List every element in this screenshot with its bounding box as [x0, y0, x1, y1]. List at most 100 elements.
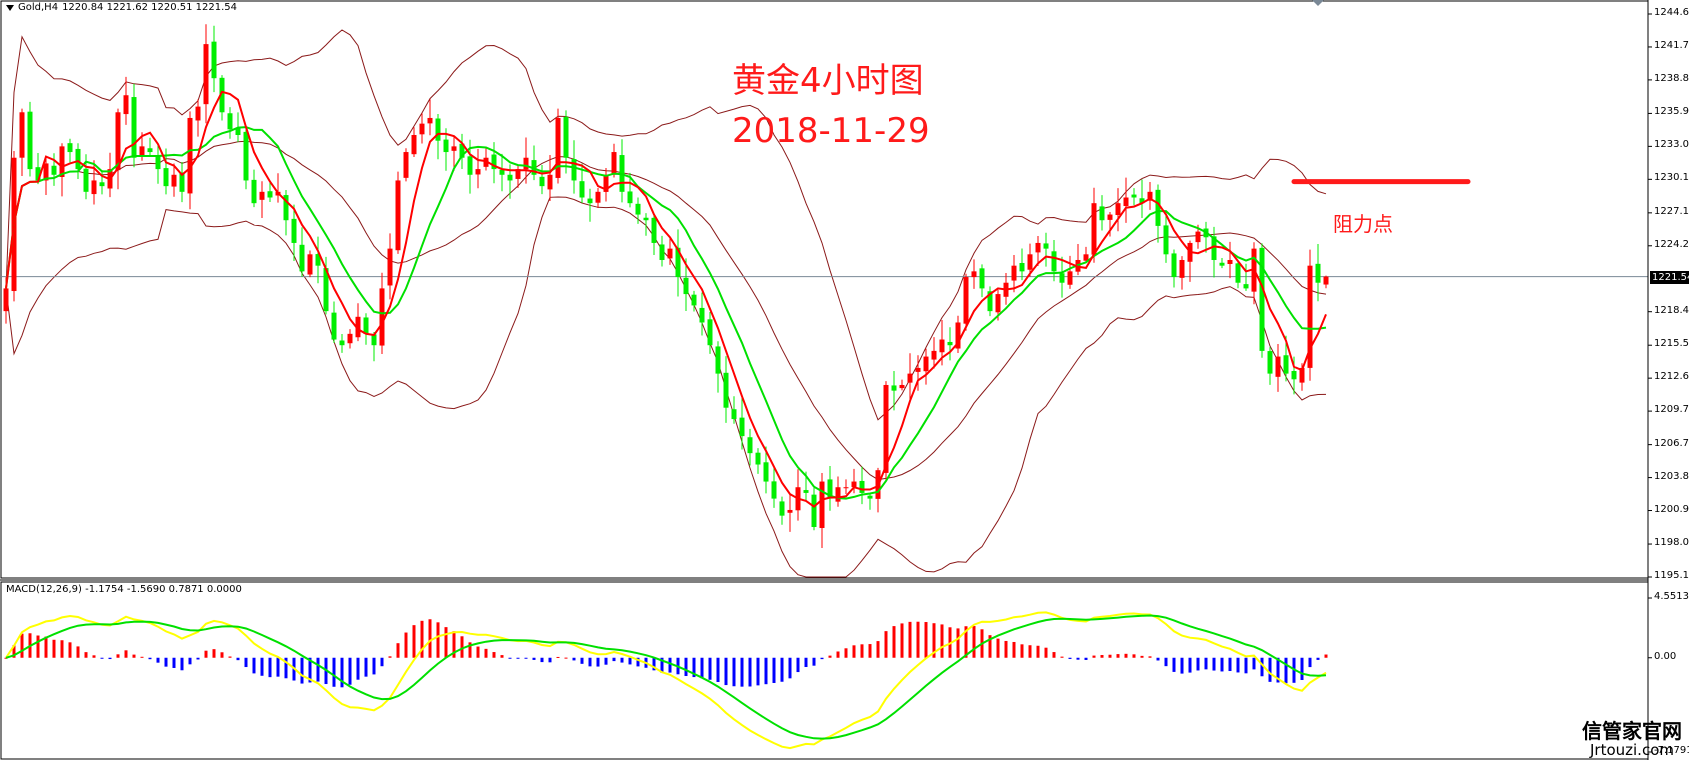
macd-histogram-bar — [124, 650, 128, 658]
candle — [987, 291, 993, 312]
candle — [1235, 263, 1241, 283]
candle — [155, 155, 161, 170]
watermark: 信管家官网 Jrtouzi.com — [1582, 720, 1682, 758]
candle — [259, 191, 265, 200]
candle — [1123, 197, 1129, 207]
candle — [819, 481, 825, 529]
macd-histogram-bar — [1020, 644, 1024, 658]
macd-histogram-bar — [212, 649, 216, 658]
macd-histogram-bar — [20, 633, 24, 658]
macd-histogram-bar — [460, 636, 464, 658]
candle — [1131, 194, 1137, 198]
macd-histogram-bar — [1124, 653, 1128, 658]
ma-slow-line — [5, 126, 1327, 500]
macd-histogram-bar — [788, 657, 792, 679]
candle — [707, 319, 713, 346]
macd-histogram-bar — [500, 655, 504, 658]
macd-histogram-bar — [580, 657, 584, 664]
macd-histogram-bar — [164, 657, 168, 667]
candle — [1307, 265, 1313, 368]
macd-histogram-bar — [1084, 657, 1088, 660]
ma-fast-line — [5, 90, 1327, 508]
candle — [867, 495, 873, 499]
candle — [131, 97, 137, 158]
macd-histogram-bar — [780, 657, 784, 682]
candle — [27, 111, 33, 170]
price-tick-label: 1206.75 — [1654, 437, 1689, 449]
candle — [411, 135, 417, 155]
candle — [907, 373, 913, 383]
macd-histogram-bar — [612, 657, 616, 662]
macd-histogram-bar — [284, 657, 288, 679]
candle — [659, 244, 665, 260]
candle — [163, 168, 169, 187]
candle — [811, 494, 817, 528]
candle — [611, 152, 617, 175]
macd-histogram-bar — [1156, 657, 1160, 661]
macd-histogram-bar — [524, 657, 528, 659]
macd-tick-label: -7.1791 — [1654, 745, 1689, 756]
candle — [123, 95, 129, 115]
candle — [627, 191, 633, 204]
macd-histogram-bar — [1316, 657, 1320, 660]
candle — [43, 163, 49, 181]
candle — [507, 174, 513, 181]
dropdown-arrow-icon[interactable] — [6, 4, 14, 11]
current-price-tag: 1221.54 — [1650, 270, 1689, 284]
macd-histogram-bar — [548, 657, 552, 663]
candle — [971, 271, 977, 278]
macd-line — [5, 611, 1327, 750]
macd-histogram-bar — [420, 620, 424, 658]
candle — [219, 77, 225, 113]
macd-histogram-bar — [828, 655, 832, 658]
macd-histogram-bar — [108, 657, 112, 660]
candle — [963, 277, 969, 324]
macd-histogram-bar — [1044, 647, 1048, 658]
macd-histogram-bar — [972, 626, 976, 658]
macd-histogram-bar — [508, 657, 512, 659]
macd-histogram-bar — [1052, 652, 1056, 658]
candle — [923, 356, 929, 372]
macd-histogram-bar — [196, 657, 200, 660]
candle — [555, 117, 561, 178]
shift-marker-icon[interactable] — [1312, 0, 1324, 6]
macd-histogram-bar — [52, 639, 56, 658]
candle — [243, 131, 249, 181]
candle — [595, 191, 601, 203]
candle — [3, 288, 9, 312]
candle — [531, 160, 537, 175]
macd-histogram-bar — [332, 657, 336, 687]
macd-histogram-bar — [44, 636, 48, 658]
watermark-cn: 信管家官网 — [1582, 719, 1682, 743]
candle — [723, 372, 729, 408]
macd-histogram-bar — [604, 657, 608, 665]
macd-histogram-bar — [772, 657, 776, 683]
macd-histogram-bar — [148, 657, 152, 660]
candle — [371, 334, 377, 346]
macd-histogram-bar — [444, 627, 448, 658]
macd-histogram-bar — [564, 657, 568, 659]
price-tick-label: 1218.45 — [1654, 304, 1689, 316]
candle — [1163, 225, 1169, 255]
macd-histogram-bar — [1212, 657, 1216, 671]
macd-histogram-bar — [452, 631, 456, 658]
candle — [635, 203, 641, 215]
candle — [1091, 203, 1097, 255]
candle — [675, 247, 681, 278]
candle — [547, 174, 553, 190]
candle — [667, 248, 673, 259]
candle — [387, 248, 393, 286]
price-tick-label: 1209.70 — [1654, 404, 1689, 416]
candle — [211, 41, 217, 79]
macd-histogram-bar — [820, 657, 824, 660]
resistance-label: 阻力点 — [1333, 212, 1393, 236]
macd-histogram-bar — [396, 643, 400, 658]
macd-histogram-bar — [844, 648, 848, 658]
candle — [1283, 355, 1289, 374]
price-tick-label: 1238.85 — [1654, 72, 1689, 84]
candle — [515, 169, 521, 179]
candle — [939, 339, 945, 353]
candle — [147, 148, 153, 153]
